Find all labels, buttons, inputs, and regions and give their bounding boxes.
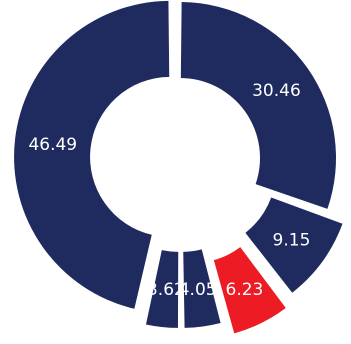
donut-slice-46.49 (14, 0, 170, 309)
slice-label-6.23: 6.23 (226, 280, 264, 300)
donut-slice-4.05 (183, 249, 221, 328)
slice-label-9.15: 9.15 (273, 230, 311, 250)
slice-label-4.05: 4.05 (179, 280, 217, 300)
donut-slice-30.46 (180, 2, 337, 209)
donut-slice-9.15 (245, 197, 343, 293)
slice-label-30.46: 30.46 (252, 81, 301, 101)
slice-label-46.49: 46.49 (28, 135, 77, 155)
slices-layer (14, 0, 343, 334)
donut-slice-3.62 (145, 250, 179, 328)
slice-label-3.62: 3.62 (147, 280, 185, 300)
labels-layer: 30.46 9.15 6.23 4.053.62 46.49 (28, 81, 310, 300)
donut-slice-6.23 (213, 247, 286, 334)
